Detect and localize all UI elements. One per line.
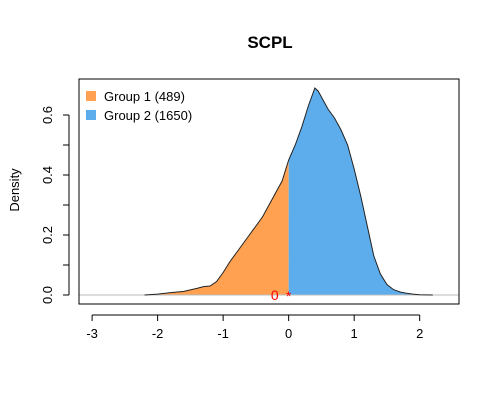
- axes: -3 -2 -1 0 1 2 0.0 0.2 0.4 0.6: [40, 78, 460, 341]
- x-tick-label: 2: [416, 326, 423, 341]
- density-areas: [144, 88, 433, 295]
- chart-title: SCPL: [247, 33, 292, 52]
- density-curve-line: [144, 87, 433, 296]
- density-curve-layer: [79, 87, 459, 296]
- y-tick-label: 0.0: [40, 286, 55, 304]
- x-tick-label: -1: [217, 326, 229, 341]
- density-area-group-1: [144, 160, 289, 295]
- y-axis-label: Density: [7, 168, 22, 212]
- y-tick-label: 0.4: [40, 166, 55, 184]
- split-value-label: 0: [271, 287, 279, 303]
- x-tick-label: -2: [152, 326, 164, 341]
- y-tick-label: 0.2: [40, 226, 55, 244]
- split-marker: *: [286, 288, 292, 304]
- plot-frame: [78, 78, 460, 305]
- x-tick-label: 1: [351, 326, 358, 341]
- x-tick-label: 0: [285, 326, 292, 341]
- x-tick-label: -3: [86, 326, 98, 341]
- split-annotation: 0 *: [271, 287, 292, 304]
- legend-label-2: Group 2 (1650): [104, 108, 192, 123]
- density-area-group-2: [288, 88, 433, 295]
- legend-swatch-1: [86, 91, 96, 101]
- y-tick-label: 0.6: [40, 106, 55, 124]
- legend-swatch-2: [86, 110, 96, 120]
- legend-label-1: Group 1 (489): [104, 89, 185, 104]
- legend: Group 1 (489) Group 2 (1650): [86, 89, 192, 123]
